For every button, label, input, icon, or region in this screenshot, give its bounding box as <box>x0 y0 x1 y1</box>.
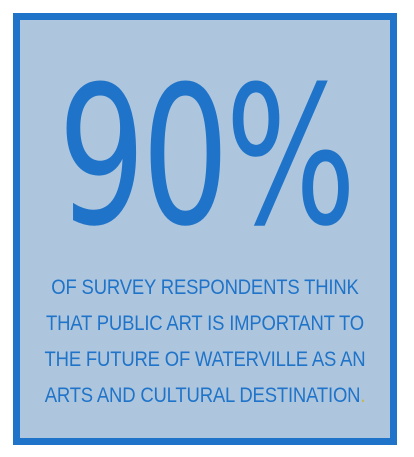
stat-percentage: 90% <box>57 46 357 269</box>
caption-end-period: . <box>360 384 366 407</box>
caption-line-4-text: ARTS AND CULTURAL DESTINATION <box>44 384 361 407</box>
caption-line-1: OF SURVEY RESPONDENTS THINK <box>51 276 359 299</box>
infographic-card: 90% OF SURVEY RESPONDENTS THINK THAT PUB… <box>13 13 397 445</box>
caption-line-3: THE FUTURE OF WATERVILLE AS AN <box>44 348 366 371</box>
stat-caption: OF SURVEY RESPONDENTS THINK THAT PUBLIC … <box>20 270 390 414</box>
caption-line-2: THAT PUBLIC ART IS IMPORTANT TO <box>45 312 365 335</box>
caption-line-4: ARTS AND CULTURAL DESTINATION. <box>42 378 368 414</box>
